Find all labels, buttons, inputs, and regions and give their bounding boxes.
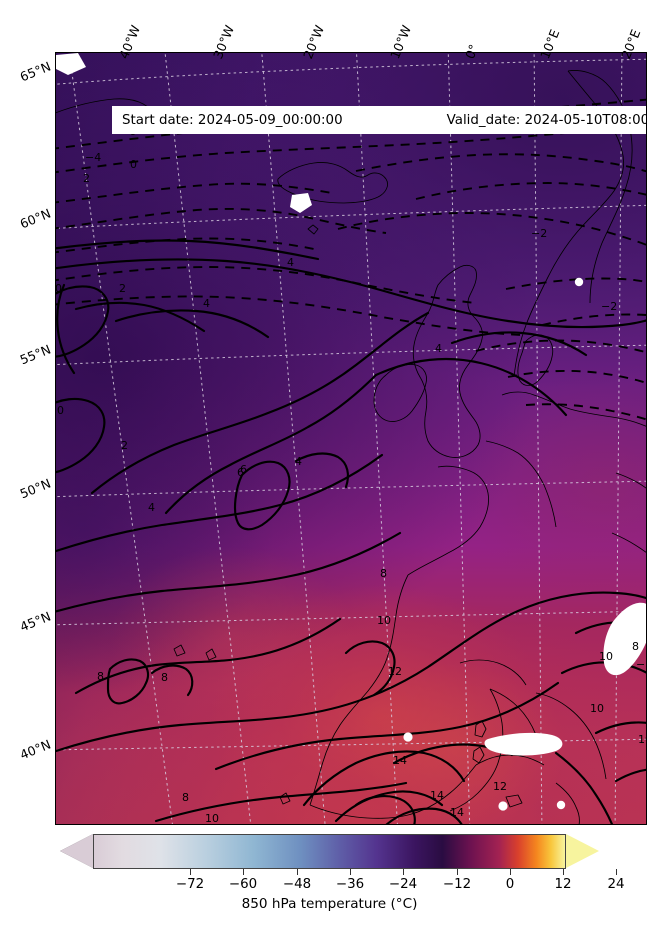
- date-header-strip: Start date: 2024-05-09_00:00:00 Valid_da…: [112, 106, 647, 134]
- lat-tick-label: 65°N: [17, 58, 53, 85]
- colorbar-tick-label: 24: [607, 877, 625, 892]
- lat-tick-label: 55°N: [17, 341, 53, 368]
- contour-label: 14: [430, 789, 444, 802]
- lat-tick-label: 45°N: [17, 608, 53, 635]
- colorbar[interactable]: −72 −60 −48 −36 −24 −12 0 12 24: [0, 834, 659, 892]
- map-plot-area[interactable]: −8−8−6−4−2−20002224444466888881010101010…: [55, 52, 647, 825]
- contour-label: −4: [85, 151, 102, 164]
- contour-label: 10: [638, 733, 646, 746]
- colorbar-tick-label: −60: [228, 877, 258, 892]
- colorbar-tick: [616, 869, 617, 875]
- contour-label: 14: [450, 806, 464, 819]
- colorbar-tick-label: 12: [554, 877, 572, 892]
- masked-data-patches: [56, 53, 646, 811]
- contour-label: 10: [377, 614, 391, 627]
- colorbar-tick: [563, 869, 564, 875]
- contour-label: 8: [380, 567, 387, 580]
- contour-label: 6: [237, 466, 244, 479]
- contour-label: 4: [148, 501, 155, 514]
- contour-label: 0: [55, 282, 62, 295]
- start-date-label: Start date: 2024-05-09_00:00:00: [122, 112, 343, 128]
- contour-label: 6: [240, 463, 247, 476]
- contour-label: 4: [295, 455, 302, 468]
- contour-label: 4: [435, 342, 442, 355]
- isotherms-positive: [56, 239, 646, 824]
- colorbar-tick-label: −24: [388, 877, 418, 892]
- colorbar-title: 850 hPa temperature (°C): [241, 896, 418, 912]
- colorbar-tick: [510, 869, 511, 875]
- contour-label: 2: [119, 282, 126, 295]
- contour-label: 2: [83, 172, 90, 185]
- colorbar-tick-label: −36: [335, 877, 365, 892]
- contour-label: 14: [393, 754, 407, 767]
- colorbar-tick: [350, 869, 351, 875]
- contour-label: 8: [97, 670, 104, 683]
- colorbar-tick: [457, 869, 458, 875]
- colorbar-gradient[interactable]: [93, 834, 566, 869]
- colorbar-tick: [190, 869, 191, 875]
- coastlines: [56, 70, 646, 824]
- contour-label: 4: [287, 256, 294, 269]
- contour-label: 2: [121, 439, 128, 452]
- lat-tick-label: 40°N: [17, 736, 53, 763]
- lat-tick-label: 60°N: [17, 205, 53, 232]
- contour-label: 0: [57, 404, 64, 417]
- contour-label: 10: [590, 702, 604, 715]
- contour-label: 8: [182, 791, 189, 804]
- contour-label: 8: [161, 671, 168, 684]
- colorbar-extend-min-arrow: [60, 834, 93, 868]
- colorbar-tick-label: −48: [282, 877, 312, 892]
- colorbar-tick: [403, 869, 404, 875]
- colorbar-tick-label: −72: [175, 877, 205, 892]
- contour-label: 12: [493, 780, 507, 793]
- contour-label: −2: [531, 227, 548, 240]
- colorbar-tick-label: −12: [442, 877, 472, 892]
- isotherms-negative: [56, 98, 646, 421]
- colorbar-tick: [297, 869, 298, 875]
- lat-tick-label: 50°N: [17, 475, 53, 502]
- colorbar-tick-label: 0: [505, 877, 515, 892]
- contour-label: 10: [599, 650, 613, 663]
- contour-label: 4: [203, 297, 210, 310]
- contour-label: 8: [632, 640, 639, 653]
- contour-label: −8: [636, 658, 646, 671]
- contour-label: −2: [601, 300, 618, 313]
- valid-date-label: Valid_date: 2024-05-10T08:00:00.00: [446, 112, 647, 128]
- colorbar-tick: [243, 869, 244, 875]
- contour-label: 10: [205, 812, 219, 825]
- contour-label: 12: [388, 665, 402, 678]
- colorbar-extend-max-arrow: [566, 834, 599, 868]
- map-canvas: −8−8−6−4−2−20002224444466888881010101010…: [56, 53, 646, 824]
- contour-label: 0: [130, 158, 137, 171]
